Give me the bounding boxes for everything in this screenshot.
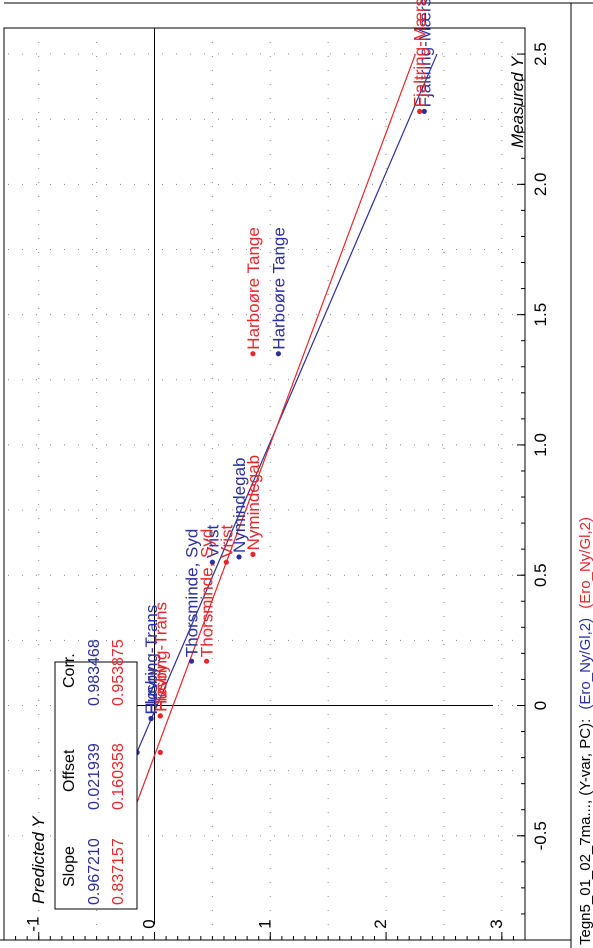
y-tick-label: 2 — [371, 919, 390, 928]
data-point-blue — [188, 658, 195, 664]
y-tick-label: 0 — [140, 919, 159, 928]
data-point-blue — [275, 351, 281, 357]
data-points — [134, 108, 427, 755]
data-point-blue — [421, 108, 427, 114]
x-tick-label: 2.0 — [531, 173, 550, 197]
stats-table-box — [54, 661, 138, 910]
data-point-blue — [148, 715, 154, 722]
point-label-blue: Nymindegab — [230, 458, 249, 553]
x-tick-label: 1.5 — [531, 303, 550, 327]
reference-lines — [137, 28, 493, 924]
x-tick-label: -0.5 — [531, 821, 550, 850]
point-label-blue: Vrist — [203, 525, 222, 559]
point-label-blue: Harboøre Tange — [269, 227, 288, 350]
y-tick-label: 3 — [487, 919, 506, 928]
data-point-red — [250, 551, 256, 557]
x-tick-label: 2.5 — [531, 42, 550, 66]
footer-series-red: (Ero_Ny/Gl,2) — [577, 517, 593, 609]
stats-header: Offset — [61, 749, 78, 792]
data-point-red — [204, 658, 210, 664]
stats-value-blue: 0.021939 — [86, 743, 103, 810]
stats-header: Slope — [61, 846, 78, 887]
stats-header: Corr. — [61, 653, 78, 688]
x-tick-label: 0.5 — [531, 563, 550, 587]
stats-value-blue: 0.983468 — [86, 639, 103, 706]
point-label-red: Thorsminde, Syd — [198, 529, 217, 658]
data-point-blue — [236, 554, 242, 560]
y-tick-label: 1 — [255, 919, 274, 928]
stats-value-red: 0.837157 — [110, 838, 127, 905]
data-point-red — [250, 351, 256, 357]
stats-value-blue: 0.967210 — [86, 838, 103, 905]
plot-frame — [3, 27, 526, 941]
x-axis-label: Measured Y — [508, 55, 527, 148]
stats-table: Slope Offset Corr. 0.967210 0.021939 0.983468… — [54, 639, 138, 910]
data-point-red — [157, 749, 163, 755]
data-point-red — [223, 559, 229, 565]
point-label-blue: Fløvring-Trans — [142, 605, 161, 715]
fit-line-blue — [100, 53, 438, 837]
footer-series-blue: (Ero_Ny/Gl,2) — [577, 618, 593, 710]
point-label-red: Vrist — [217, 525, 236, 559]
point-label-red: Fløvring-Trans — [151, 602, 170, 712]
data-point-red — [157, 713, 163, 719]
stats-value-red: 0.953875 — [110, 639, 127, 706]
x-tick-label: 1.0 — [531, 433, 550, 457]
point-label-red: Husby — [151, 663, 170, 712]
point-label-red: Fjaltring-Mærsk — [411, 0, 430, 107]
y-tick-label: -1 — [24, 916, 43, 931]
point-label-red: Nymindegab — [244, 455, 263, 550]
data-point-red — [417, 108, 423, 114]
footer-prefix: Tegn5_01_02_7ma..., (Y-var, PC): — [577, 719, 593, 945]
point-label-red: Harboøre Tange — [244, 227, 263, 350]
data-point-blue — [209, 559, 215, 565]
fit-line-red — [124, 53, 416, 836]
point-label-blue: Thorsminde, Syd — [183, 529, 202, 658]
stats-value-red: 0.160358 — [110, 743, 127, 810]
footer-caption: Tegn5_01_02_7ma..., (Y-var, PC): (Ero_Ny… — [577, 517, 593, 945]
point-label-blue: Husby — [142, 666, 161, 715]
fit-lines — [100, 53, 438, 837]
x-tick-label: 0 — [531, 701, 550, 710]
axis-ticks: -0.5 0 0.5 1.0 1.5 2.0 2.5 -1 0 1 2 3 — [3, 27, 550, 941]
stats-table-text: Slope Offset Corr. 0.967210 0.021939 0.983468… — [61, 639, 127, 905]
point-label-blue: Fjaltring-Mærsk — [415, 0, 434, 107]
y-axis-label: Predicted Y — [29, 815, 48, 904]
